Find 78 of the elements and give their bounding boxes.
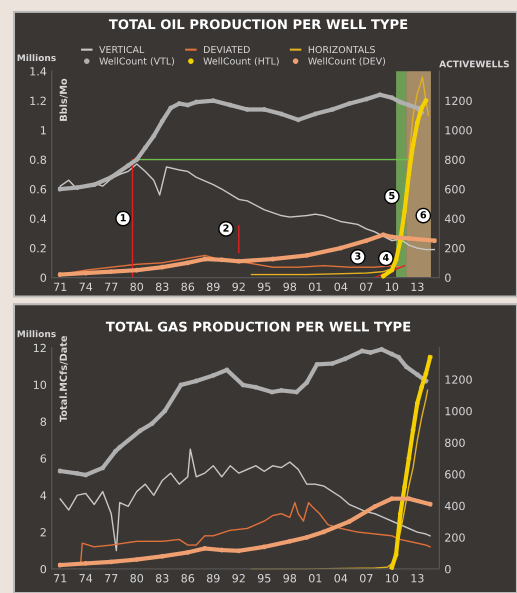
y2-tick-label: 600 bbox=[445, 185, 465, 194]
x-tick-label: 07 bbox=[360, 282, 372, 291]
y-tick-label: 6 bbox=[40, 454, 46, 463]
legend-label: VERTICAL bbox=[99, 46, 144, 54]
y2-tick-label: 1000 bbox=[446, 406, 472, 416]
y-tick-label: 0.4 bbox=[30, 214, 46, 223]
y2-tick-label: 200 bbox=[445, 244, 465, 252]
y2-tick-label: 400 bbox=[444, 214, 465, 223]
y2-tick-label: 400 bbox=[444, 502, 465, 510]
y-tick-label: 1.4 bbox=[30, 67, 46, 76]
x-tick-label: 13 bbox=[411, 282, 424, 291]
legend-label: DEVIATED bbox=[204, 46, 250, 53]
x-tick-label: 01 bbox=[308, 574, 322, 582]
y-tick-label: 10 bbox=[34, 380, 46, 390]
y2-tick-label: 0 bbox=[445, 564, 451, 574]
x-tick-label: 92 bbox=[232, 574, 245, 582]
x-tick-label: 98 bbox=[283, 282, 296, 291]
legend-label: WellCount (DEV) bbox=[308, 57, 386, 66]
annotation: 2 bbox=[223, 224, 229, 232]
legend-label: WellCount (HTL) bbox=[203, 57, 279, 66]
y2-tick-label: 0 bbox=[445, 274, 451, 282]
x-tick-label: 77 bbox=[105, 574, 118, 582]
annotation: 6 bbox=[420, 211, 426, 218]
y-tick-label: 8 bbox=[40, 418, 46, 426]
y2-tick-label: 1200 bbox=[446, 96, 472, 106]
x-tick-label: 10 bbox=[386, 574, 398, 582]
y-axis-title: Bbls/Mo bbox=[59, 78, 68, 121]
y-tick-label: 1.2 bbox=[30, 96, 46, 105]
x-tick-label: 98 bbox=[283, 574, 296, 582]
y-tick-label: 0 bbox=[40, 274, 46, 282]
y-tick-label: 12 bbox=[34, 344, 46, 352]
x-tick-label: 01 bbox=[308, 282, 322, 291]
x-tick-label: 13 bbox=[411, 574, 424, 582]
y-tick-label: 1 bbox=[40, 126, 46, 134]
y-tick-label: 0.2 bbox=[30, 244, 46, 252]
x-tick-label: 83 bbox=[156, 574, 168, 582]
x-tick-label: 89 bbox=[206, 282, 220, 291]
y2-tick-label: 1200 bbox=[446, 375, 472, 384]
legend-label: WellCount (VTL) bbox=[99, 57, 174, 66]
y2-tick-label: 800 bbox=[445, 438, 465, 447]
x-tick-label: 71 bbox=[54, 574, 66, 582]
text: Millions bbox=[18, 330, 56, 338]
x-tick-label: 74 bbox=[80, 282, 92, 291]
y2-tick-label: 600 bbox=[445, 470, 465, 479]
y-tick-label: 0.6 bbox=[30, 185, 46, 194]
x-tick-label: 95 bbox=[258, 282, 270, 291]
x-tick-label: 10 bbox=[386, 282, 398, 291]
x-tick-label: 95 bbox=[258, 574, 270, 582]
x-tick-label: 74 bbox=[80, 574, 92, 582]
x-tick-label: 89 bbox=[206, 574, 220, 582]
annotation: 3 bbox=[355, 252, 360, 260]
x-tick-label: 83 bbox=[156, 282, 168, 291]
annotation: 4 bbox=[382, 254, 389, 262]
chart-title: TOTAL GAS PRODUCTION PER WELL TYPE bbox=[106, 322, 410, 332]
chart-title: TOTAL OIL PRODUCTION PER WELL TYPE bbox=[108, 19, 408, 30]
x-tick-label: 80 bbox=[130, 282, 144, 291]
x-tick-label: 71 bbox=[54, 282, 66, 291]
y-tick-label: 0 bbox=[40, 564, 46, 574]
y-tick-label: 0.8 bbox=[30, 156, 46, 164]
x-tick-label: 04 bbox=[334, 574, 348, 582]
x-tick-label: 80 bbox=[130, 574, 144, 582]
y-tick-label: 4 bbox=[40, 491, 46, 500]
x-tick-label: 77 bbox=[105, 282, 118, 291]
y-axis-title: Total.MCfs/Date bbox=[59, 336, 68, 422]
x-tick-label: 92 bbox=[232, 282, 245, 291]
y2-tick-label: 800 bbox=[445, 156, 465, 164]
x-tick-label: 86 bbox=[181, 282, 194, 291]
y2-tick-label: 200 bbox=[445, 533, 465, 542]
x-tick-label: 04 bbox=[334, 282, 348, 291]
y-tick-label: 2 bbox=[40, 528, 46, 536]
text: Millions bbox=[18, 54, 56, 62]
annotation: 5 bbox=[389, 192, 395, 200]
y2-axis-title: ACTIVEWELLS bbox=[439, 60, 509, 68]
x-tick-label: 86 bbox=[181, 574, 194, 582]
annotation: 1 bbox=[120, 214, 126, 222]
x-tick-label: 07 bbox=[360, 574, 372, 582]
legend-label: HORIZONTALS bbox=[308, 46, 375, 54]
y2-tick-label: 1000 bbox=[446, 126, 472, 134]
